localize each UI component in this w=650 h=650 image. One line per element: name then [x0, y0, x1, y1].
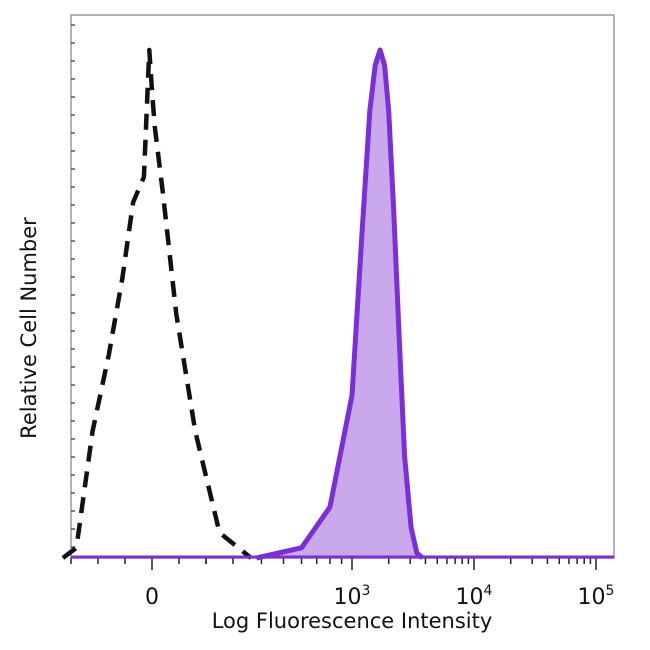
x-tick-label: 0	[145, 585, 159, 610]
x-tick-label: 104	[456, 583, 493, 610]
series-1-fill	[256, 50, 423, 558]
x-tick-label: 103	[334, 583, 371, 610]
series-layer	[61, 47, 614, 561]
x-axis-title: Log Fluorescence Intensity	[212, 609, 493, 633]
x-axis-tick-labels: 0 103 104 105	[145, 583, 614, 610]
series-0-line	[61, 47, 253, 560]
y-minor-ticks	[71, 24, 75, 548]
x-axis-ticks	[70, 558, 597, 570]
series-1-line	[255, 47, 425, 561]
y-axis-title: Relative Cell Number	[17, 217, 41, 439]
x-tick-label: 105	[578, 583, 615, 610]
